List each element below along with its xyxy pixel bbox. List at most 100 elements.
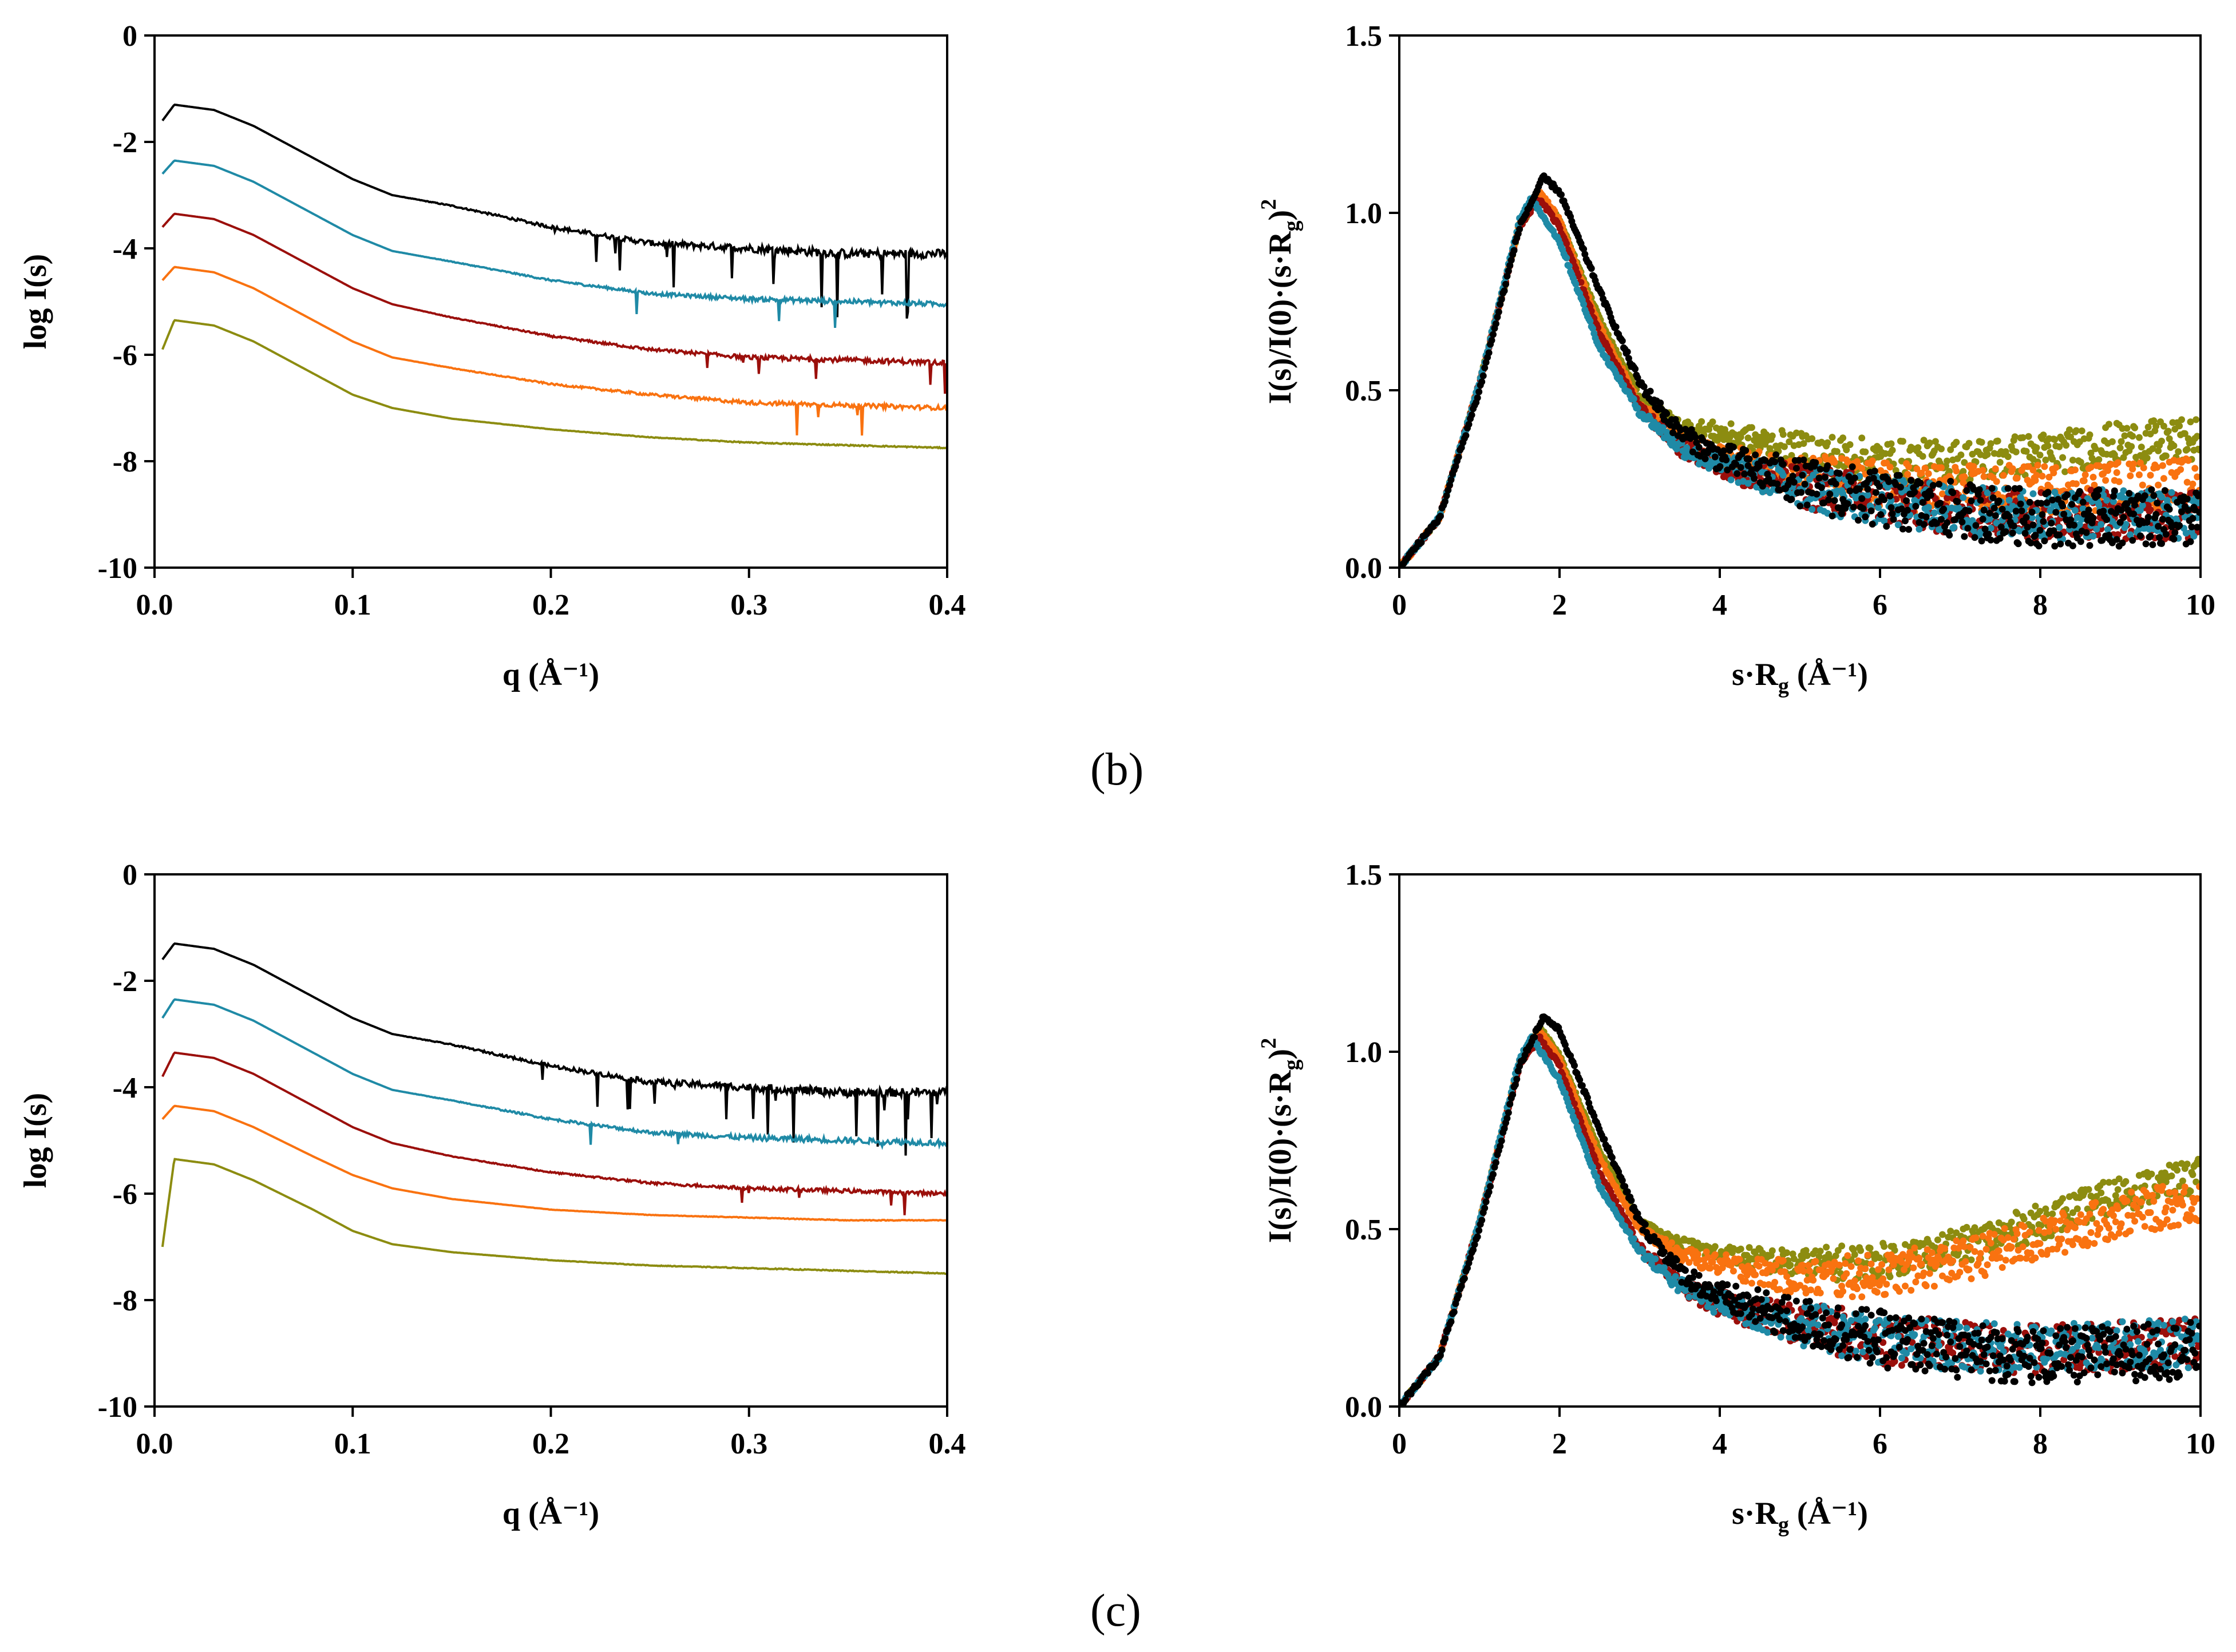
data-point: [2085, 506, 2092, 514]
data-point: [2016, 485, 2023, 492]
data-point: [2115, 1175, 2123, 1183]
data-point: [2095, 462, 2103, 469]
data-point: [1890, 1261, 1897, 1269]
data-point: [1847, 1263, 1855, 1270]
data-point: [1902, 1282, 1909, 1290]
series-orange: [161, 1104, 947, 1222]
x-tick-label: 0.2: [532, 1428, 569, 1460]
data-point: [1742, 447, 1750, 454]
data-point: [1618, 337, 1626, 344]
data-point: [1742, 1278, 1750, 1285]
data-point: [1932, 438, 1939, 445]
data-point: [1936, 481, 1942, 488]
data-point: [2147, 506, 2154, 513]
data-point: [2033, 472, 2040, 479]
data-point: [2179, 1202, 2186, 1209]
data-point: [2135, 471, 2143, 478]
data-point: [1926, 439, 1933, 446]
data-point: [2188, 523, 2195, 530]
data-point: [1968, 1275, 1975, 1282]
data-point: [2106, 1225, 2112, 1232]
data-point: [1779, 431, 1787, 438]
data-point: [1907, 477, 1915, 484]
data-point: [1855, 517, 1862, 524]
data-point: [2129, 465, 2136, 473]
data-point: [2122, 521, 2130, 528]
data-point: [1704, 1254, 1711, 1261]
data-point: [1701, 455, 1709, 462]
data-point: [1984, 489, 1991, 497]
data-point: [1867, 1260, 1875, 1267]
data-point: [1800, 440, 1807, 447]
data-point: [1904, 506, 1912, 514]
data-point: [1620, 1195, 1627, 1203]
plot-area: [161, 103, 947, 450]
data-point: [1759, 482, 1766, 490]
data-point: [1746, 1244, 1753, 1251]
data-point: [2163, 497, 2171, 504]
data-point: [1875, 1266, 1882, 1273]
data-point: [2144, 514, 2152, 521]
data-point: [1873, 1289, 1881, 1296]
data-point: [2061, 468, 2069, 476]
data-point: [1829, 434, 1836, 441]
data-point: [2194, 1195, 2201, 1202]
x-tick-label: 0.1: [334, 1428, 371, 1460]
data-point: [2175, 448, 2182, 455]
data-point: [1849, 1293, 1856, 1301]
data-point: [2150, 492, 2158, 499]
data-point: [1594, 1163, 1602, 1170]
data-point: [2020, 1223, 2028, 1230]
data-point: [2106, 1179, 2112, 1186]
data-point: [1998, 1264, 2006, 1271]
data-point: [1808, 506, 1816, 513]
data-point: [2051, 542, 2059, 550]
data-point: [2127, 472, 2134, 480]
data-point: [2044, 442, 2052, 450]
data-point: [2143, 454, 2151, 462]
x-tick-label: 10: [2186, 589, 2215, 621]
data-point: [2183, 446, 2191, 453]
data-point: [1744, 480, 1752, 487]
data-point: [2170, 442, 2178, 449]
data-point: [2166, 1189, 2173, 1196]
data-point: [1790, 478, 1798, 486]
data-point: [1949, 1257, 1957, 1265]
data-point: [1846, 441, 1854, 448]
data-point: [1895, 472, 1903, 479]
y-axis-label: log I(s): [18, 1093, 53, 1188]
data-point: [2178, 508, 2185, 516]
data-point: [2045, 1227, 2053, 1235]
data-point: [2116, 518, 2124, 526]
data-point: [2000, 472, 2007, 479]
data-point: [1825, 496, 1833, 504]
data-point: [1968, 1256, 1975, 1263]
data-point: [2059, 454, 2067, 461]
data-point: [2087, 1193, 2095, 1200]
data-point: [2155, 481, 2162, 489]
data-point: [1971, 1224, 1978, 1231]
x-tick-label: 0.2: [532, 589, 569, 621]
data-point: [1838, 1282, 1846, 1290]
data-point: [2139, 1214, 2146, 1221]
chart-b-left: 0-2-4-6-8-100.0 0.1 0.2 0.3 0.4q (Å⁻¹)log I(…: [18, 20, 966, 692]
data-point: [2149, 1191, 2156, 1199]
data-point: [1946, 468, 1953, 475]
data-point: [2089, 514, 2097, 522]
data-point: [2086, 431, 2093, 438]
data-point: [1963, 1223, 1970, 1231]
data-point: [1889, 510, 1896, 517]
data-point: [1978, 537, 1985, 545]
data-point: [2131, 501, 2139, 509]
data-point: [1961, 1243, 1968, 1250]
data-point: [2092, 1199, 2099, 1206]
data-point: [1887, 504, 1895, 512]
data-point: [2052, 1226, 2060, 1233]
data-point: [1815, 474, 1823, 482]
data-point: [2123, 425, 2131, 432]
data-point: [1835, 1261, 1843, 1269]
data-point: [2154, 500, 2161, 507]
data-point: [1872, 489, 1879, 496]
data-point: [1771, 1278, 1779, 1286]
data-point: [2168, 1172, 2175, 1179]
